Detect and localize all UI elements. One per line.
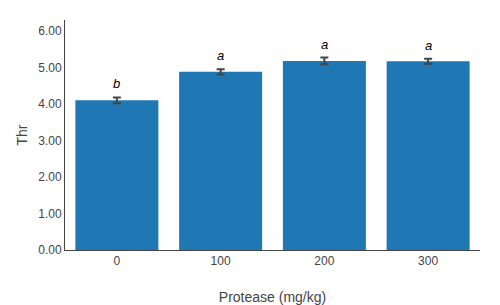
svg-text:6.00: 6.00 <box>38 24 62 38</box>
svg-text:4.00: 4.00 <box>38 97 62 111</box>
svg-text:b: b <box>113 76 120 91</box>
svg-text:0: 0 <box>114 254 121 268</box>
svg-text:100: 100 <box>211 254 231 268</box>
svg-text:3.00: 3.00 <box>38 134 62 148</box>
svg-text:a: a <box>217 48 224 63</box>
svg-text:Protease (mg/kg): Protease (mg/kg) <box>219 289 326 305</box>
svg-text:1.00: 1.00 <box>38 207 62 221</box>
svg-text:a: a <box>425 38 432 53</box>
svg-text:200: 200 <box>314 254 334 268</box>
svg-text:5.00: 5.00 <box>38 61 62 75</box>
svg-text:0.00: 0.00 <box>38 243 62 257</box>
svg-text:a: a <box>321 37 328 52</box>
svg-text:Thr: Thr <box>14 124 30 145</box>
svg-text:2.00: 2.00 <box>38 170 62 184</box>
svg-text:300: 300 <box>418 254 438 268</box>
